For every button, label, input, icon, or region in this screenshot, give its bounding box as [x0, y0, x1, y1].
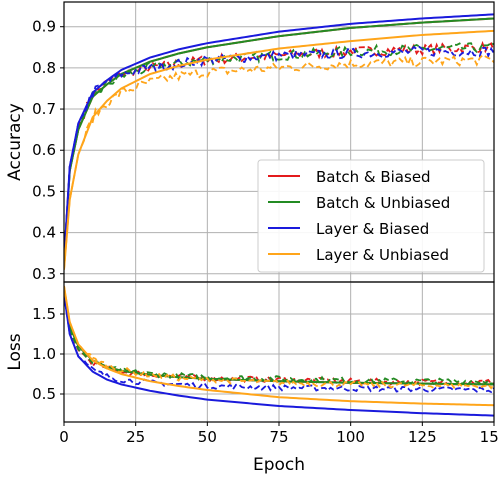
y-tick-label: 0.8 [32, 59, 56, 77]
series-layer-unbiased-train-line [64, 285, 494, 407]
series-layer-unbiased-train-line [64, 29, 494, 270]
series-batch-unbiased-train-line [64, 17, 494, 262]
x-tick-label: 25 [126, 428, 145, 446]
series-batch-unbiased-test-line [64, 293, 494, 386]
x-tick-label: 75 [269, 428, 288, 446]
series-layer-biased-train-line [64, 13, 494, 262]
y-tick-label: 1.0 [32, 345, 56, 363]
x-tick-label: 100 [336, 428, 365, 446]
legend-label: Layer & Biased [316, 220, 429, 238]
y-tick-label: 0.9 [32, 18, 56, 36]
series-layer-unbiased-test-line [64, 54, 494, 270]
series-batch-unbiased-train-line [64, 289, 494, 386]
x-tick-label: 50 [198, 428, 217, 446]
legend-label: Batch & Biased [316, 168, 431, 186]
series-batch-biased-test-line [64, 293, 494, 387]
y-tick-label: 0.6 [32, 141, 56, 159]
legend-box [257, 159, 485, 273]
y-tick-label: 0.5 [32, 182, 56, 200]
x-tick-label: 0 [59, 428, 69, 446]
legend-label: Batch & Unbiased [316, 194, 450, 212]
y-axis-title: Accuracy [5, 103, 25, 181]
series-layer-biased-test-line [64, 45, 494, 262]
x-axis-title: Epoch [253, 455, 305, 475]
y-tick-label: 0.7 [32, 100, 56, 118]
x-tick-label: 150 [480, 428, 498, 446]
x-tick-label: 125 [408, 428, 437, 446]
y-tick-label: 1.5 [32, 305, 56, 323]
series-batch-biased-test-line [64, 40, 494, 262]
legend-label: Layer & Unbiased [316, 246, 449, 264]
series-layer-biased-test-line [64, 293, 494, 394]
y-axis-title: Loss [5, 333, 25, 370]
series-layer-biased-train-line [64, 293, 494, 417]
y-tick-label: 0.3 [32, 265, 56, 283]
y-tick-label: 0.4 [32, 224, 56, 242]
series-layer-unbiased-test-line [64, 285, 494, 390]
y-tick-label: 0.5 [32, 385, 56, 403]
